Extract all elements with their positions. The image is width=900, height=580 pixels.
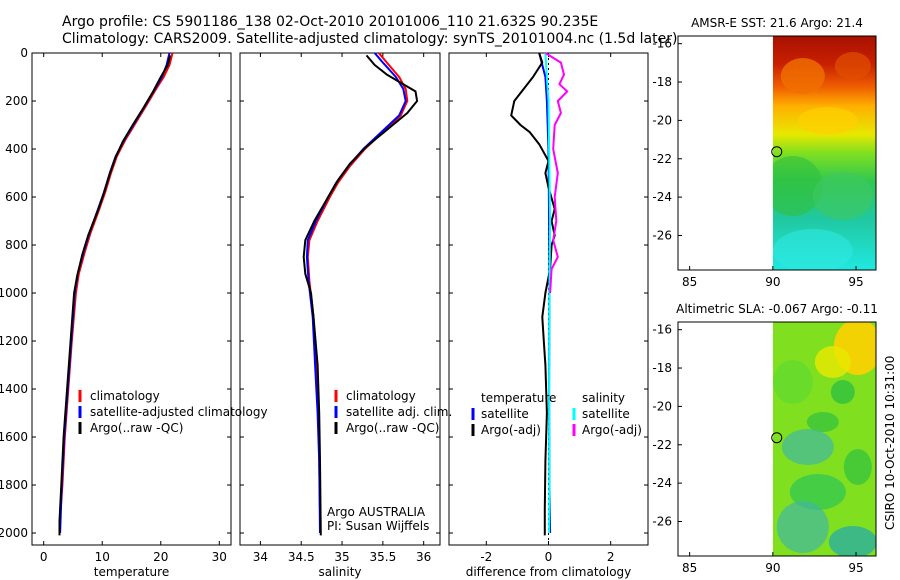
legend-label: climatology	[346, 389, 416, 403]
x-tick-label: 10	[95, 550, 110, 564]
x-tick-label: 0	[545, 550, 553, 564]
legend-label: satellite adj. clim.	[346, 405, 452, 419]
map-field	[772, 322, 876, 556]
series-line	[58, 55, 172, 536]
side-label: CSIRO 10-Oct-2010 10:31:00	[883, 356, 897, 530]
x-tick-label: 35	[334, 550, 349, 564]
series-line	[544, 52, 552, 534]
y-tick-label: 800	[5, 238, 28, 252]
colour-patch	[843, 449, 872, 485]
colour-patch	[780, 58, 825, 94]
sla-map-panel: 85 90 95 -16 -18 -20 -22 -24 -26 Altimetric SLA: …	[652, 302, 878, 575]
legend-label: climatology	[90, 389, 160, 403]
argo-position-marker	[771, 432, 783, 444]
legend-label: satellite	[582, 407, 630, 421]
x-tick-label: 85	[682, 275, 697, 289]
y-tick-label: 1200	[0, 334, 28, 348]
y-tick-label: -22	[652, 438, 672, 452]
colour-patch	[789, 474, 846, 510]
colour-patch	[772, 360, 813, 404]
legend-label: satellite	[481, 407, 529, 421]
x-tick-label: 30	[212, 550, 227, 564]
colour-patch	[776, 501, 829, 553]
x-axis-label: difference from climatology	[466, 565, 632, 579]
y-tick-label: -26	[652, 514, 672, 528]
x-tick-label: 34	[253, 550, 268, 564]
legend-label: satellite-adjusted climatology	[90, 405, 268, 419]
series-line	[544, 52, 569, 294]
y-tick-label: -16	[652, 37, 672, 51]
y-tick-label: -24	[652, 190, 672, 204]
x-tick-label: 2	[607, 550, 615, 564]
y-tick-label: 600	[5, 190, 28, 204]
legend-label: Argo(-adj)	[582, 423, 642, 437]
y-tick-label: -20	[652, 399, 672, 413]
x-axis-label: salinity	[318, 565, 361, 579]
x-tick-label: 95	[848, 561, 863, 575]
x-tick-label: 90	[765, 275, 780, 289]
y-tick-label: 400	[5, 142, 28, 156]
annotation-text: Argo AUSTRALIA	[327, 505, 426, 519]
colour-patch	[797, 107, 858, 135]
colour-patch	[806, 412, 839, 432]
x-tick-label: 90	[765, 561, 780, 575]
colour-patch	[781, 429, 834, 465]
title-line-2: Climatology: CARS2009. Satellite-adjuste…	[62, 31, 677, 47]
x-tick-label: 95	[848, 275, 863, 289]
x-axis-label: temperature	[94, 565, 169, 579]
colour-patch	[812, 172, 873, 220]
x-tick-label: 34.5	[288, 550, 315, 564]
y-tick-label: -20	[652, 113, 672, 127]
x-tick-label: 36	[416, 550, 431, 564]
title-line-1: Argo profile: CS 5901186_138 02-Oct-2010…	[62, 14, 598, 30]
map-title: Altimetric SLA: -0.067 Argo: -0.11	[676, 302, 878, 316]
colour-patch	[772, 229, 853, 270]
y-tick-label: -16	[652, 323, 672, 337]
map-title: AMSR-E SST: 21.6 Argo: 21.4	[691, 16, 863, 30]
legend-heading: temperature	[481, 391, 556, 405]
x-tick-label: -2	[480, 550, 492, 564]
colour-patch	[772, 156, 823, 216]
legend-label: Argo(..raw -QC)	[346, 421, 439, 435]
series-line	[302, 54, 419, 536]
plot-frame	[31, 52, 232, 546]
y-tick-label: 2000	[0, 526, 28, 540]
y-tick-label: 1400	[0, 382, 28, 396]
sst-map-panel: 85 90 95 -16 -18 -20 -22 -24 -26 AMSR-E SST: 21.6…	[652, 16, 877, 289]
y-tick-label: 0	[20, 46, 28, 60]
y-tick-label: -22	[652, 152, 672, 166]
annotation-text: PI: Susan Wijffels	[327, 519, 429, 533]
map-frame	[677, 35, 877, 271]
y-tick-label: -18	[652, 361, 672, 375]
x-tick-label: 0	[40, 550, 48, 564]
y-tick-label: 200	[5, 94, 28, 108]
legend-heading: salinity	[582, 391, 625, 405]
legend-label: Argo(-adj)	[481, 423, 541, 437]
y-tick-label: 1800	[0, 478, 28, 492]
plot-frame	[239, 52, 441, 546]
colour-patch	[828, 526, 876, 556]
y-tick-label: -26	[652, 228, 672, 242]
argo-position-marker	[771, 146, 783, 158]
legend-label: Argo(..raw -QC)	[90, 421, 183, 435]
x-tick-label: 20	[153, 550, 168, 564]
salinity-panel: 34 34.5 35 35.5 36 salinity climatology satelli…	[239, 52, 452, 579]
temperature-panel: 0 10 20 30 0 200 400 600 800 1000 1200 1400 1600 1800…	[0, 46, 268, 579]
x-tick-label: 85	[682, 561, 697, 575]
y-tick-label: 1600	[0, 430, 28, 444]
map-field	[772, 36, 876, 270]
y-tick-label: 1000	[0, 286, 28, 300]
y-tick-label: -18	[652, 75, 672, 89]
map-frame	[677, 321, 877, 557]
y-tick-label: -24	[652, 476, 672, 490]
colour-patch	[834, 52, 871, 80]
series-line	[510, 52, 556, 536]
colour-patch	[814, 346, 851, 378]
x-tick-label: 35.5	[369, 550, 396, 564]
colour-patch	[830, 380, 855, 404]
